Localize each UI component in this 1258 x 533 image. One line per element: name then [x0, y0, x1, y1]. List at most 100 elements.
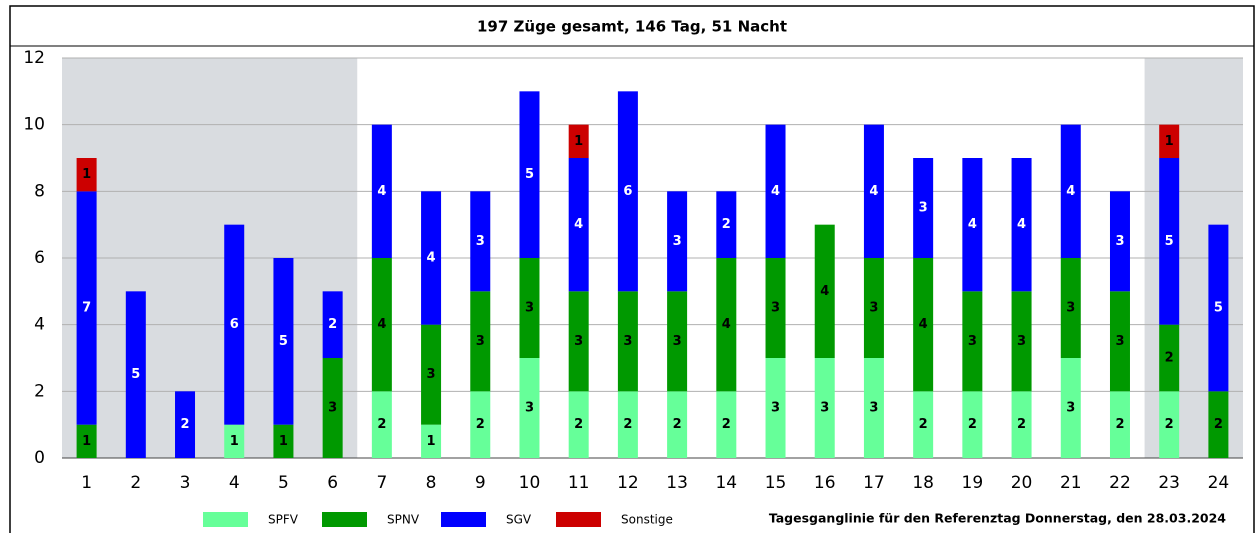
x-tick-label: 18	[912, 473, 934, 493]
frame	[9, 5, 1255, 533]
data-label: 2	[722, 417, 731, 432]
data-label: 4	[427, 251, 436, 266]
bar-segment	[224, 224, 245, 425]
data-label: 3	[968, 334, 977, 349]
data-label: 1	[574, 134, 583, 149]
data-label: 2	[1165, 351, 1174, 366]
bar-segment	[1060, 124, 1081, 259]
bar-segment	[470, 191, 491, 292]
bar-segment	[273, 424, 294, 458]
data-label: 2	[623, 417, 632, 432]
bar-segment	[175, 391, 196, 458]
bar-segment	[1109, 391, 1130, 458]
x-tick-label: 19	[962, 473, 984, 493]
bar-segment	[1011, 291, 1032, 392]
data-label: 4	[968, 217, 977, 232]
x-tick-label: 11	[568, 473, 590, 493]
bar-segment	[913, 258, 934, 392]
note: Tagesganglinie für den Referenztag Donne…	[769, 511, 1226, 526]
data-label: 1	[82, 434, 91, 449]
data-label: 2	[476, 417, 485, 432]
data-label: 2	[180, 417, 189, 432]
bar-segment	[421, 424, 442, 458]
legend-swatch	[203, 512, 248, 527]
bar-segment	[1159, 124, 1180, 158]
bar-segment	[421, 191, 442, 325]
bar-segment	[617, 291, 638, 392]
legend-label: SGV	[506, 513, 532, 527]
bar-segment	[765, 258, 786, 358]
y-tick-label: 12	[23, 48, 45, 68]
bar-segment	[568, 124, 589, 158]
data-label: 2	[1214, 417, 1223, 432]
bar-segment	[617, 91, 638, 292]
y-tick-label: 2	[34, 381, 45, 401]
legend-label: SPFV	[268, 513, 299, 527]
data-label: 2	[673, 417, 682, 432]
bar-segment	[1109, 291, 1130, 392]
data-label: 4	[574, 217, 583, 232]
bar-segment	[1159, 391, 1180, 458]
x-tick-label: 13	[666, 473, 688, 493]
bar-segment	[667, 291, 688, 392]
data-label: 4	[1017, 217, 1026, 232]
bar-segment	[962, 291, 983, 392]
bar-segment	[470, 391, 491, 458]
data-label: 4	[377, 184, 386, 199]
bar-segment	[568, 291, 589, 392]
bar-segment	[519, 91, 540, 258]
bar-segment	[371, 258, 392, 392]
legend-label: Sonstige	[621, 513, 673, 527]
data-label: 4	[919, 317, 928, 332]
data-label: 1	[1165, 134, 1174, 149]
data-label: 1	[230, 434, 239, 449]
bar-segment	[765, 124, 786, 259]
data-label: 5	[1214, 301, 1223, 316]
data-label: 7	[82, 301, 91, 316]
bar-segment	[1060, 258, 1081, 358]
bar-segment	[962, 158, 983, 292]
data-label: 2	[377, 417, 386, 432]
data-label: 1	[82, 167, 91, 182]
bar-segment	[814, 224, 835, 358]
bar-segment	[1060, 358, 1081, 458]
x-tick-label: 17	[863, 473, 885, 493]
bar-segment	[913, 158, 934, 258]
data-label: 4	[771, 184, 780, 199]
bar-segment	[667, 191, 688, 292]
bar-segment	[76, 158, 97, 192]
data-label: 2	[722, 217, 731, 232]
data-label: 4	[377, 317, 386, 332]
bar-segment	[1208, 224, 1229, 392]
bar-segment	[568, 158, 589, 292]
bar-segment	[125, 291, 146, 458]
data-label: 3	[1115, 334, 1124, 349]
x-tick-label: 12	[617, 473, 639, 493]
bar-segment	[1011, 391, 1032, 458]
x-tick-label: 9	[475, 473, 486, 493]
bar-segment	[863, 124, 884, 259]
data-label: 5	[131, 367, 140, 382]
data-label: 2	[968, 417, 977, 432]
bar-segment	[371, 124, 392, 259]
bar-segment	[470, 291, 491, 392]
data-label: 3	[328, 401, 337, 416]
bar-segment	[1159, 158, 1180, 325]
bar-segment	[273, 258, 294, 425]
bar-segment	[716, 191, 737, 258]
x-tick-label: 2	[130, 473, 141, 493]
bar-segment	[224, 424, 245, 458]
data-label: 2	[919, 417, 928, 432]
data-label: 3	[1017, 334, 1026, 349]
data-label: 3	[427, 367, 436, 382]
y-tick-label: 6	[34, 248, 45, 268]
data-label: 3	[771, 401, 780, 416]
bar-segment	[863, 358, 884, 458]
y-tick-label: 8	[34, 181, 45, 201]
bar-segment	[1011, 158, 1032, 292]
bar-segment	[716, 391, 737, 458]
x-tick-label: 8	[426, 473, 437, 493]
data-label: 4	[1066, 184, 1075, 199]
data-label: 2	[1115, 417, 1124, 432]
data-label: 2	[1165, 417, 1174, 432]
